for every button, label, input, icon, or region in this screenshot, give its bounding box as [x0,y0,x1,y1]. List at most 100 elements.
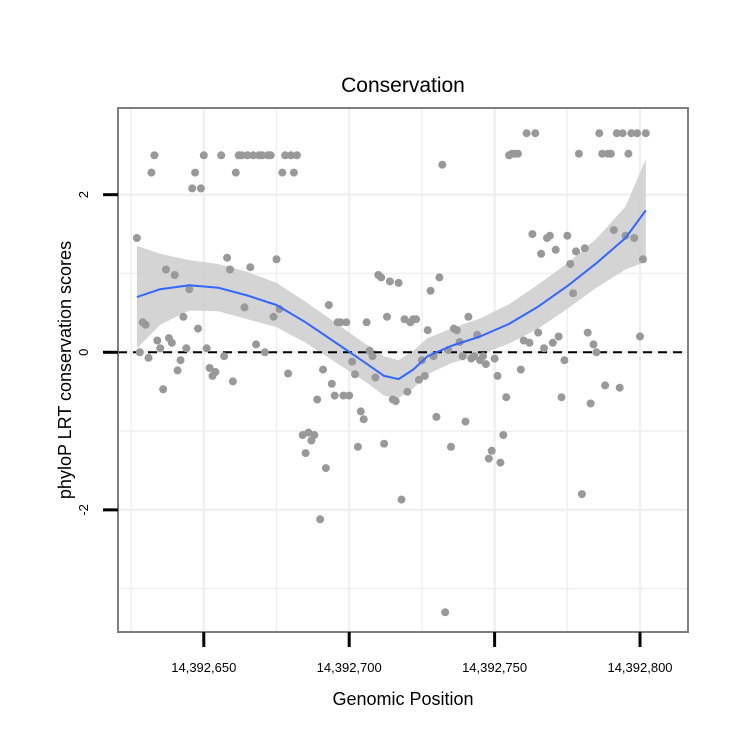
data-point [641,129,650,138]
y-tick-label: -2 [76,504,91,516]
data-point [159,385,168,394]
data-point [487,446,496,455]
data-point [513,149,522,158]
data-point [525,338,534,347]
data-point [435,273,444,282]
data-point [426,286,435,295]
data-point [342,318,351,327]
data-point [540,344,548,353]
data-point [447,442,455,451]
confidence-band [136,159,646,398]
data-point [589,340,598,349]
data-point [249,151,258,160]
data-point [339,391,348,400]
data-point [226,265,234,274]
data-point [630,234,639,242]
data-point [182,344,191,353]
data-point [258,151,266,160]
data-point [231,168,240,177]
data-point [252,340,261,349]
data-point [618,129,627,138]
data-point [484,454,493,463]
data-point [566,260,575,268]
data-point [383,312,391,321]
data-point [595,129,604,138]
data-point [415,375,423,384]
data-point [144,353,153,362]
scatter-points [132,129,650,617]
data-point [601,381,610,390]
data-point [319,365,327,374]
data-point [609,226,618,235]
data-point [461,417,470,426]
data-point [580,244,589,253]
data-point [176,356,185,365]
data-point [522,129,531,138]
x-tick-label: 14,392,700 [317,660,382,675]
data-point [479,352,487,361]
data-point [289,168,298,177]
data-point [420,371,429,380]
data-point [606,149,615,158]
data-point [516,365,525,374]
data-point [563,231,572,240]
data-point [572,247,580,256]
data-point [531,129,540,138]
data-point [284,369,293,378]
data-point [179,312,188,321]
y-axis-label: phyloP LRT conservation scores [55,241,75,499]
x-tick-label: 14,392,650 [171,660,236,675]
data-point [452,326,461,335]
data-point [162,265,170,274]
data-point [397,495,406,504]
data-point [194,324,202,333]
data-point [391,397,400,406]
data-point [371,373,380,382]
data-point [534,328,543,337]
data-point [560,356,569,365]
smooth-fit-line [136,209,647,381]
data-point [147,168,156,177]
data-point [385,277,394,286]
data-point [615,383,624,392]
data-point [557,393,566,402]
data-point [638,255,647,264]
data-point [156,344,165,353]
data-point [287,151,295,160]
data-point [551,245,560,254]
smooth-line-layer [136,209,647,381]
data-point [188,184,197,193]
data-point [237,151,246,160]
data-point [586,399,595,408]
data-point [223,253,232,262]
data-point [243,151,252,160]
confidence-band-layer [136,159,646,398]
data-point [624,149,633,158]
data-point [548,338,557,347]
data-point [205,364,214,372]
data-point [569,289,578,298]
data-point [493,371,502,380]
data-point [336,318,345,327]
chart-title: Conservation [341,74,465,97]
data-point [592,348,601,357]
data-point [150,151,159,160]
data-point [260,348,269,357]
data-point [502,393,511,402]
data-point [301,449,310,458]
data-point [330,391,339,400]
data-point [220,352,229,361]
x-tick-label: 14,392,800 [607,660,672,675]
data-point [353,442,362,451]
axes: 14,392,650 14,392,700 14,392,750 14,392,800… [76,191,673,675]
data-point [464,312,473,321]
data-point [191,168,200,177]
data-point [313,395,322,404]
data-point [490,354,499,363]
data-point [394,278,403,287]
data-point [432,412,441,421]
data-point [359,415,368,424]
data-point [199,151,208,160]
data-point [316,515,325,524]
data-point [403,387,412,396]
